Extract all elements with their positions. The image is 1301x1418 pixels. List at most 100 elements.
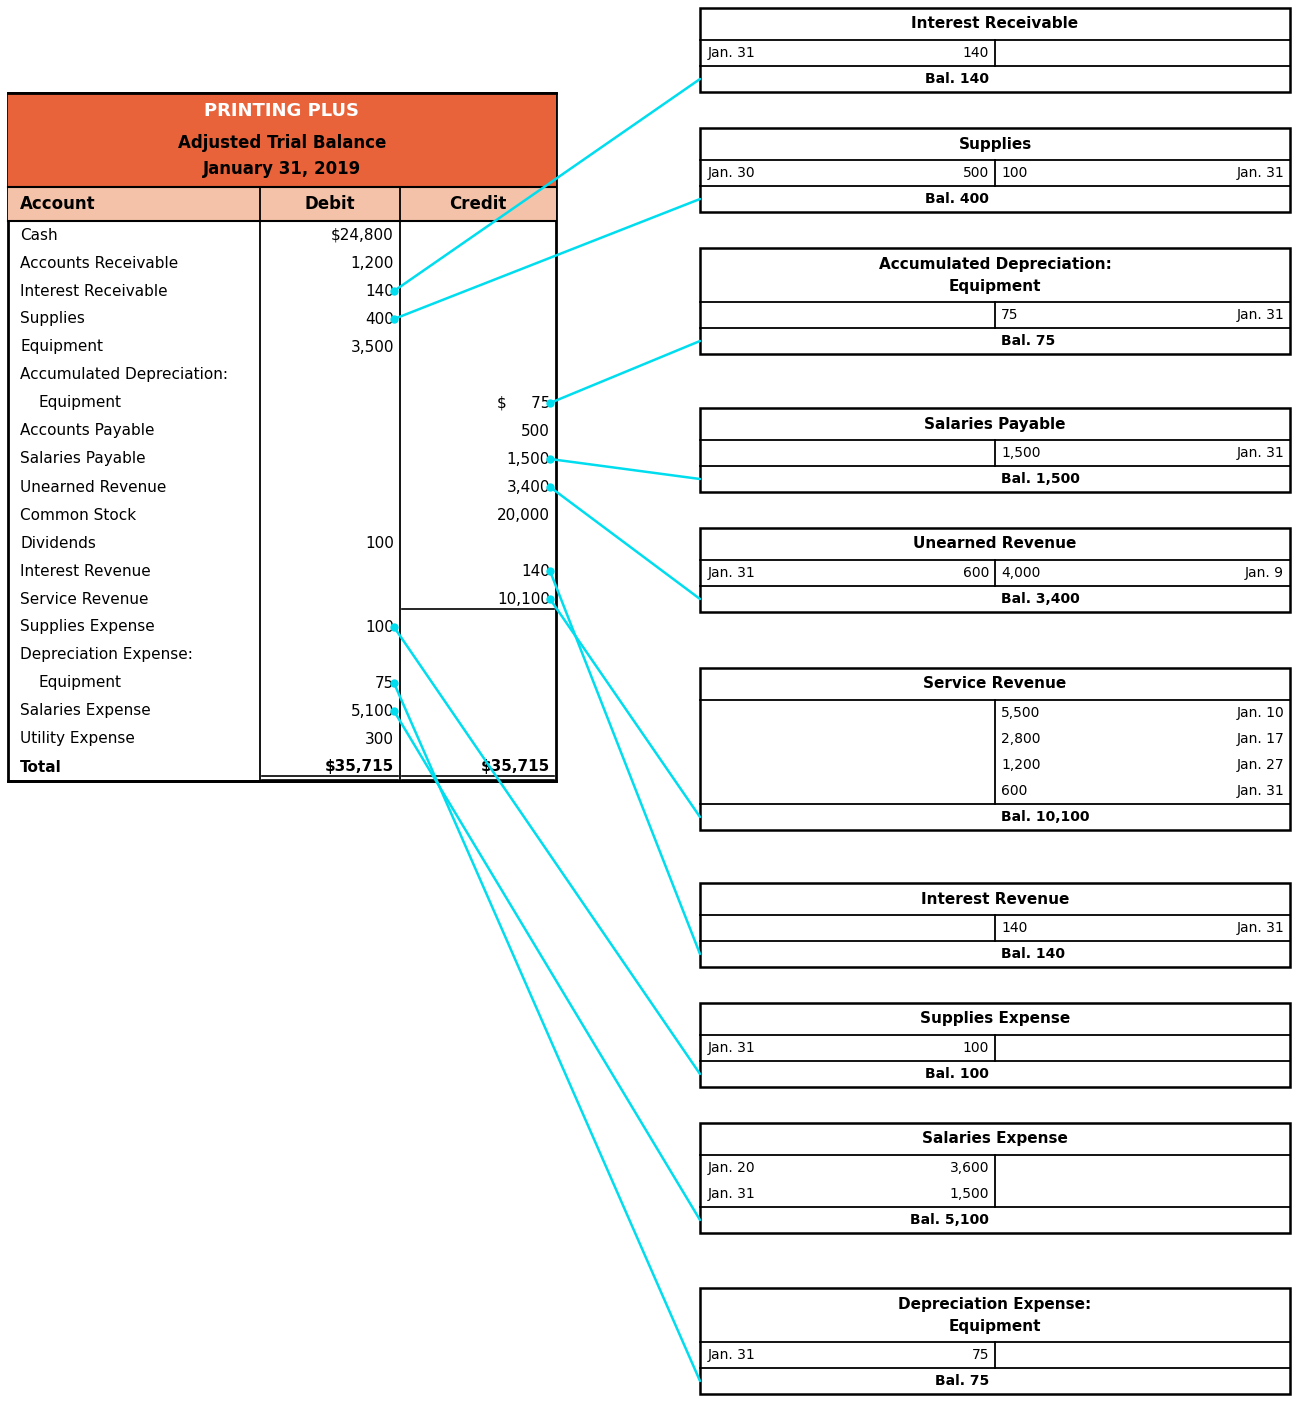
Bar [700, 1123, 1291, 1234]
Text: Interest Revenue: Interest Revenue [20, 563, 151, 579]
Text: 600: 600 [1000, 784, 1028, 798]
Text: Accounts Receivable: Accounts Receivable [20, 255, 178, 271]
Text: Bal. 100: Bal. 100 [925, 1066, 989, 1081]
Text: 75: 75 [972, 1349, 989, 1363]
Text: Jan. 31: Jan. 31 [1236, 308, 1284, 322]
Text: 3,600: 3,600 [950, 1161, 989, 1176]
Text: 500: 500 [522, 424, 550, 438]
Text: Supplies: Supplies [20, 312, 85, 326]
Text: 300: 300 [366, 732, 394, 746]
Text: 1,500: 1,500 [506, 451, 550, 467]
Bar [700, 668, 1291, 830]
Text: PRINTING PLUS: PRINTING PLUS [204, 102, 359, 121]
Bar [8, 94, 556, 187]
Text: Debit: Debit [304, 196, 355, 213]
Bar [8, 94, 556, 781]
Text: Adjusted Trial Balance: Adjusted Trial Balance [178, 133, 386, 152]
Text: 5,500: 5,500 [1000, 706, 1041, 720]
Bar [700, 248, 1291, 354]
Text: 75: 75 [375, 675, 394, 691]
Text: Supplies Expense: Supplies Expense [20, 620, 155, 634]
Text: Bal. 5,100: Bal. 5,100 [911, 1212, 989, 1227]
Text: Cash: Cash [20, 227, 57, 242]
Text: Bal. 75: Bal. 75 [934, 1374, 989, 1388]
Text: Service Revenue: Service Revenue [20, 591, 148, 607]
Text: 600: 600 [963, 566, 989, 580]
Text: $35,715: $35,715 [481, 760, 550, 774]
Text: $     75: $ 75 [497, 396, 550, 410]
Text: 140: 140 [366, 284, 394, 299]
Bar [8, 187, 556, 221]
Text: 20,000: 20,000 [497, 508, 550, 522]
Text: Interest Receivable: Interest Receivable [20, 284, 168, 299]
Text: Equipment: Equipment [948, 1319, 1041, 1333]
Text: $35,715: $35,715 [325, 760, 394, 774]
Text: Bal. 140: Bal. 140 [1000, 947, 1066, 961]
Text: Dividends: Dividends [20, 536, 96, 550]
Text: Unearned Revenue: Unearned Revenue [20, 479, 167, 495]
Text: Bal. 140: Bal. 140 [925, 72, 989, 86]
Text: 140: 140 [963, 45, 989, 60]
Text: 5,100: 5,100 [351, 703, 394, 719]
Text: Service Revenue: Service Revenue [924, 676, 1067, 692]
Text: Salaries Expense: Salaries Expense [922, 1132, 1068, 1147]
Text: 4,000: 4,000 [1000, 566, 1041, 580]
Text: Interest Receivable: Interest Receivable [912, 17, 1079, 31]
Text: Jan. 31: Jan. 31 [708, 1187, 756, 1201]
Text: 10,100: 10,100 [497, 591, 550, 607]
Bar [700, 527, 1291, 613]
Bar [700, 1003, 1291, 1088]
Text: January 31, 2019: January 31, 2019 [203, 160, 362, 179]
Text: Jan. 31: Jan. 31 [1236, 166, 1284, 180]
Text: 140: 140 [1000, 922, 1028, 934]
Text: Depreciation Expense:: Depreciation Expense: [20, 648, 193, 662]
Text: 140: 140 [522, 563, 550, 579]
Text: 400: 400 [366, 312, 394, 326]
Bar [700, 128, 1291, 213]
Text: Supplies: Supplies [959, 136, 1032, 152]
Text: Bal. 1,500: Bal. 1,500 [1000, 472, 1080, 486]
Text: 75: 75 [1000, 308, 1019, 322]
Text: Jan. 31: Jan. 31 [1236, 922, 1284, 934]
Text: Bal. 400: Bal. 400 [925, 191, 989, 206]
Text: Depreciation Expense:: Depreciation Expense: [899, 1296, 1092, 1312]
Text: Bal. 10,100: Bal. 10,100 [1000, 810, 1089, 824]
Text: Utility Expense: Utility Expense [20, 732, 135, 746]
Text: 100: 100 [963, 1041, 989, 1055]
Text: Accounts Payable: Accounts Payable [20, 424, 155, 438]
Bar [700, 408, 1291, 492]
Text: 100: 100 [366, 620, 394, 634]
Text: $24,800: $24,800 [332, 227, 394, 242]
Text: Jan. 9: Jan. 9 [1245, 566, 1284, 580]
Text: Total: Total [20, 760, 61, 774]
Text: Equipment: Equipment [20, 339, 103, 354]
Text: Jan. 31: Jan. 31 [708, 1041, 756, 1055]
Text: Bal. 75: Bal. 75 [1000, 335, 1055, 347]
Text: 100: 100 [366, 536, 394, 550]
Text: Interest Revenue: Interest Revenue [921, 892, 1069, 906]
Text: 1,500: 1,500 [1000, 447, 1041, 459]
Text: 1,200: 1,200 [1000, 759, 1041, 771]
Text: Accumulated Depreciation:: Accumulated Depreciation: [878, 257, 1111, 271]
Text: Jan. 31: Jan. 31 [1236, 784, 1284, 798]
Text: Jan. 17: Jan. 17 [1236, 732, 1284, 746]
Text: Salaries Payable: Salaries Payable [20, 451, 146, 467]
Text: Jan. 31: Jan. 31 [708, 1349, 756, 1363]
Text: Unearned Revenue: Unearned Revenue [913, 536, 1077, 552]
Bar [700, 1288, 1291, 1394]
Text: Jan. 20: Jan. 20 [708, 1161, 756, 1176]
Text: Jan. 27: Jan. 27 [1236, 759, 1284, 771]
Text: Salaries Payable: Salaries Payable [924, 417, 1066, 431]
Text: 2,800: 2,800 [1000, 732, 1041, 746]
Text: Account: Account [20, 196, 96, 213]
Bar [700, 9, 1291, 92]
Text: Supplies Expense: Supplies Expense [920, 1011, 1071, 1027]
Text: Equipment: Equipment [38, 396, 121, 410]
Text: Salaries Expense: Salaries Expense [20, 703, 151, 719]
Text: 1,500: 1,500 [950, 1187, 989, 1201]
Text: Common Stock: Common Stock [20, 508, 137, 522]
Text: 100: 100 [1000, 166, 1028, 180]
Text: Jan. 31: Jan. 31 [708, 566, 756, 580]
Text: 3,500: 3,500 [350, 339, 394, 354]
Text: Credit: Credit [449, 196, 506, 213]
